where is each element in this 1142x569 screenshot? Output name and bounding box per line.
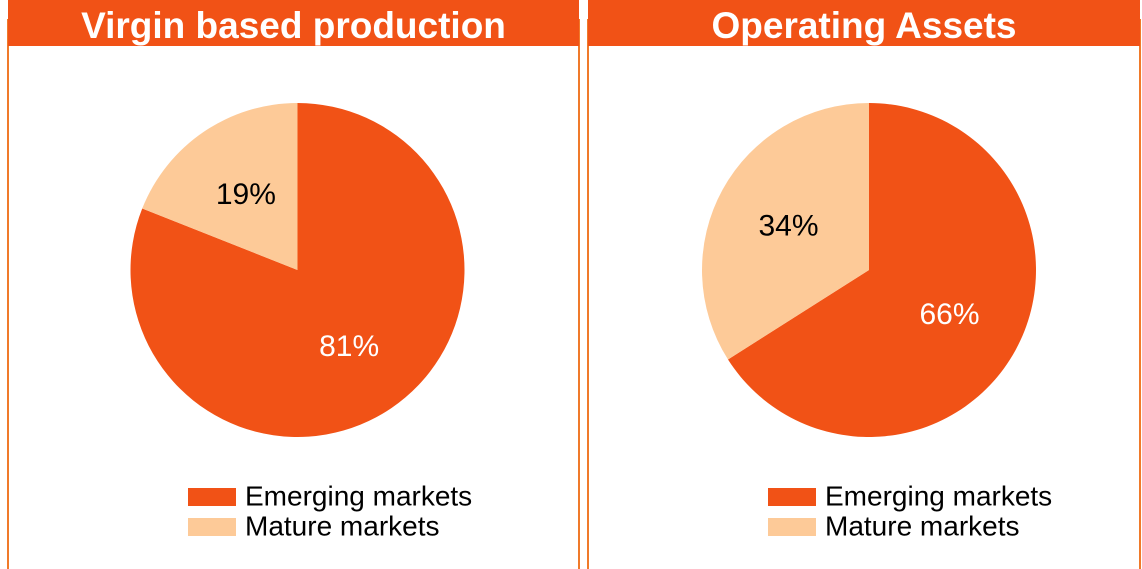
legend-swatch [768,488,816,506]
slice-label: 19% [216,178,276,211]
slice-label: 81% [319,330,379,363]
legend-label: Mature markets [825,510,1020,541]
legend-label: Emerging markets [245,480,472,511]
pie-slice [142,103,298,270]
legend-swatch [768,518,816,536]
legend-swatch [188,518,236,536]
header-bar [588,0,1140,46]
legend-label: Mature markets [245,510,440,541]
pie-slice [727,103,1037,437]
header-bar [8,0,579,46]
slice-label: 66% [919,298,979,331]
pie-slice [702,103,869,360]
panel-title: Operating Assets [712,5,1017,46]
panel-title: Virgin based production [81,5,506,46]
slice-label: 34% [758,210,818,243]
legend-label: Emerging markets [825,480,1052,511]
legend-swatch [188,488,236,506]
